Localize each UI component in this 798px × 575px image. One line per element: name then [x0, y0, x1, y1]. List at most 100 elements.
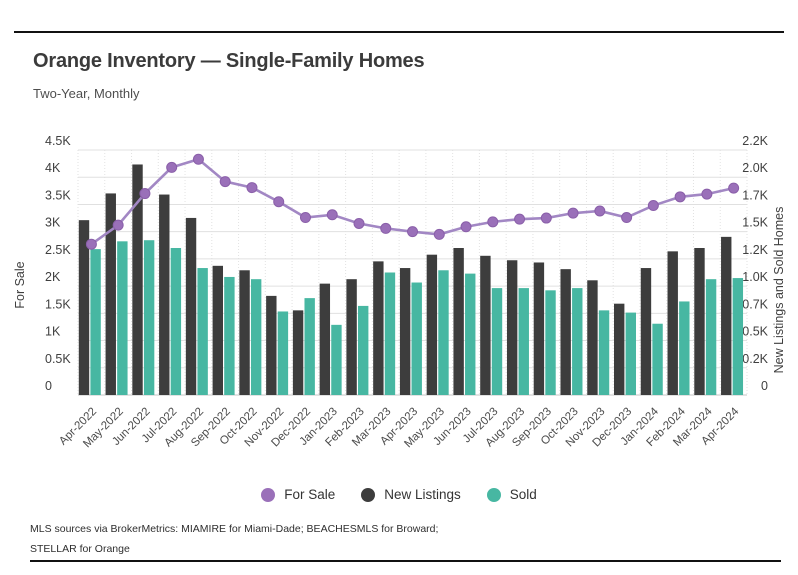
bar-new-listings — [533, 262, 545, 395]
right-axis-tick-label: 1.0K — [742, 270, 768, 284]
for-sale-point — [219, 176, 231, 188]
bar-sold — [250, 279, 262, 395]
bar-new-listings — [453, 248, 464, 395]
left-axis-tick-label: 2.5K — [45, 243, 71, 257]
bar-sold — [572, 288, 583, 395]
bar-sold — [438, 270, 449, 395]
for-sale-point — [139, 188, 151, 200]
legend-label: New Listings — [384, 487, 461, 502]
bar-new-listings — [614, 303, 625, 395]
legend-label: For Sale — [284, 487, 336, 502]
for-sale-point — [647, 200, 659, 212]
for-sale-point — [621, 212, 633, 224]
left-axis-tick-label: 3.5K — [45, 188, 71, 202]
legend-label: Sold — [509, 487, 537, 502]
for-sale-point — [460, 221, 472, 233]
left-axis-tick-label: 0.5K — [45, 352, 71, 366]
for-sale-point — [407, 226, 419, 238]
bar-new-listings — [399, 268, 411, 395]
for-sale-point — [326, 209, 338, 221]
for-sale-point — [112, 219, 124, 231]
bar-new-listings — [694, 248, 705, 395]
for-sale-point — [353, 218, 365, 229]
bar-new-listings — [560, 269, 571, 395]
bar-sold — [411, 282, 422, 395]
bar-sold — [358, 305, 369, 395]
bar-sold — [277, 311, 289, 395]
bar-sold — [625, 312, 636, 395]
bar-new-listings — [480, 255, 491, 395]
bar-new-listings — [78, 220, 90, 395]
bar-sold — [304, 298, 315, 395]
right-axis-tick-label: 2.0K — [742, 161, 768, 175]
for-sale-point — [567, 207, 579, 219]
right-axis-tick-label: 1.7K — [742, 188, 768, 202]
right-axis-title: New Listings and Sold Homes — [772, 207, 786, 374]
bottom-divider — [30, 560, 781, 562]
bar-sold — [143, 240, 155, 395]
bar-new-listings — [212, 265, 223, 395]
bar-new-listings — [292, 310, 304, 395]
for-sale-point — [299, 212, 311, 224]
right-axis-tick-label: 1.2K — [742, 243, 768, 257]
bar-new-listings — [667, 251, 678, 395]
bar-sold — [491, 288, 503, 395]
for-sale-point — [514, 213, 526, 225]
bar-sold — [518, 288, 529, 395]
bar-sold — [224, 276, 235, 395]
right-axis-tick-label: 0 — [761, 379, 768, 393]
bar-new-listings — [105, 193, 116, 395]
bar-new-listings — [426, 254, 438, 395]
left-axis-tick-label: 0 — [45, 379, 52, 393]
legend-item-sold: Sold — [486, 487, 537, 502]
source-note-line1: MLS sources via BrokerMetrics: MIAMIRE f… — [30, 523, 439, 535]
bar-sold — [732, 278, 744, 395]
bar-sold — [465, 273, 476, 395]
for-sale-point — [487, 216, 499, 228]
for-sale-point — [433, 228, 445, 240]
new-listings-legend-dot-icon — [361, 487, 376, 502]
right-axis-tick-label: 2.2K — [742, 134, 768, 148]
for-sale-point — [728, 182, 740, 194]
bar-new-listings — [132, 164, 143, 395]
left-axis-tick-label: 2K — [45, 270, 61, 284]
left-axis-tick-label: 4.5K — [45, 134, 71, 148]
bar-new-listings — [159, 194, 170, 395]
legend-item-for-sale: For Sale — [261, 487, 335, 502]
for-sale-point — [192, 153, 204, 165]
left-axis-tick-label: 4K — [45, 161, 61, 175]
for-sale-point — [540, 212, 552, 224]
left-axis-title: For Sale — [13, 261, 27, 308]
bar-sold — [384, 272, 396, 395]
bar-new-listings — [185, 217, 197, 395]
left-axis-tick-label: 1.5K — [45, 297, 71, 311]
source-note-line2: STELLAR for Orange — [30, 543, 130, 555]
left-axis-tick-label: 3K — [45, 216, 61, 230]
bar-new-listings — [587, 280, 598, 395]
right-axis-tick-label: 1.5K — [742, 216, 768, 230]
for-sale-point — [594, 205, 606, 217]
bar-new-listings — [721, 236, 732, 395]
chart-legend: For Sale New Listings Sold — [0, 487, 798, 502]
bar-new-listings — [319, 283, 331, 395]
bar-new-listings — [239, 270, 250, 395]
bar-sold — [117, 241, 128, 395]
bar-new-listings — [640, 268, 652, 395]
bar-sold — [90, 249, 101, 395]
bar-sold — [170, 248, 182, 395]
right-axis-tick-label: 0.5K — [742, 325, 768, 339]
chart-title: Orange Inventory — Single-Family Homes — [33, 50, 425, 72]
bar-sold — [705, 279, 717, 395]
bar-sold — [545, 290, 556, 395]
bar-new-listings — [373, 261, 384, 395]
for-sale-point — [273, 196, 285, 208]
right-axis-tick-label: 0.7K — [742, 297, 768, 311]
bar-sold — [652, 323, 663, 395]
for-sale-point — [166, 161, 178, 173]
bar-new-listings — [266, 295, 277, 395]
sold-legend-dot-icon — [486, 487, 501, 502]
legend-item-new-listings: New Listings — [361, 487, 461, 502]
bar-new-listings — [506, 260, 518, 395]
bar-sold — [331, 324, 342, 395]
